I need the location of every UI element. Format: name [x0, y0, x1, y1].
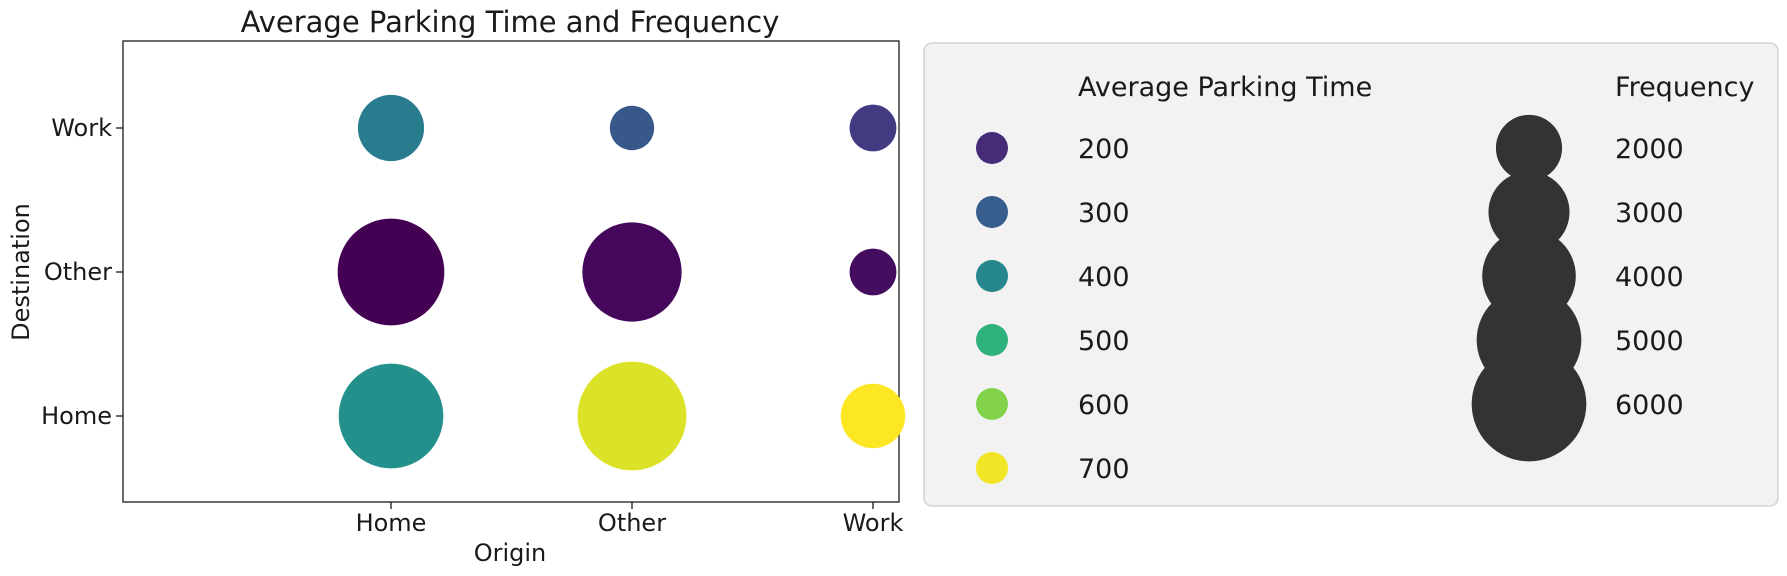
legend-size-marker-6000 [1471, 346, 1587, 462]
x-tick-label-home: Home [356, 509, 427, 537]
y-axis: Home Other Work [41, 114, 123, 430]
bubble-other-to-home [577, 361, 687, 471]
legend-color-label-700: 700 [1078, 454, 1130, 485]
bubble-other-to-other [582, 222, 682, 322]
legend-color-label-600: 600 [1078, 390, 1130, 421]
legend-color-title: Average Parking Time [1078, 72, 1372, 103]
bubble-home-to-home [338, 363, 444, 469]
legend-size-label-4000: 4000 [1615, 262, 1684, 293]
y-tick-label-other: Other [44, 258, 112, 286]
legend-color-label-300: 300 [1078, 198, 1130, 229]
legend-size-marker-2000 [1495, 114, 1563, 182]
bubble-work-to-home [840, 383, 906, 449]
legend-color-label-200: 200 [1078, 134, 1130, 165]
y-axis-label: Destination [7, 203, 35, 341]
legend-color-marker-600 [976, 388, 1008, 420]
legend-color-marker-300 [976, 196, 1008, 228]
legend-size-label-2000: 2000 [1615, 134, 1684, 165]
legend-size-entries: 2000 3000 4000 5000 6000 [1471, 114, 1684, 462]
legend-size-label-6000: 6000 [1615, 390, 1684, 421]
plot-area [122, 40, 900, 503]
y-tick-label-home: Home [41, 402, 112, 430]
legend-color-label-400: 400 [1078, 262, 1130, 293]
legend-size-label-5000: 5000 [1615, 326, 1684, 357]
x-tick-label-other: Other [598, 509, 666, 537]
x-axis-label: Origin [474, 539, 547, 567]
legend-color-marker-700 [976, 452, 1008, 484]
legend-color-label-500: 500 [1078, 326, 1130, 357]
bubble-other-to-work [609, 105, 655, 151]
bubble-home-to-work [357, 94, 425, 162]
legend-color-marker-400 [976, 260, 1008, 292]
legend-color-marker-200 [976, 132, 1008, 164]
bubble-work-to-work [849, 104, 897, 152]
bubble-home-to-other [337, 218, 445, 326]
bubble-layer [337, 94, 906, 471]
chart-title: Average Parking Time and Frequency [241, 5, 780, 39]
legend-size-label-3000: 3000 [1615, 198, 1684, 229]
legend: Average Parking Time Frequency 200 300 400… [923, 42, 1779, 507]
legend-size-marker-3000 [1488, 171, 1570, 253]
bubble-work-to-other [849, 248, 897, 296]
legend-size-title: Frequency [1615, 72, 1755, 103]
y-tick-label-work: Work [51, 114, 112, 142]
x-axis: Home Other Work [356, 502, 904, 537]
legend-color-entries: 200 300 400 500 600 700 [976, 132, 1130, 485]
legend-color-marker-500 [976, 324, 1008, 356]
x-tick-label-work: Work [843, 509, 904, 537]
